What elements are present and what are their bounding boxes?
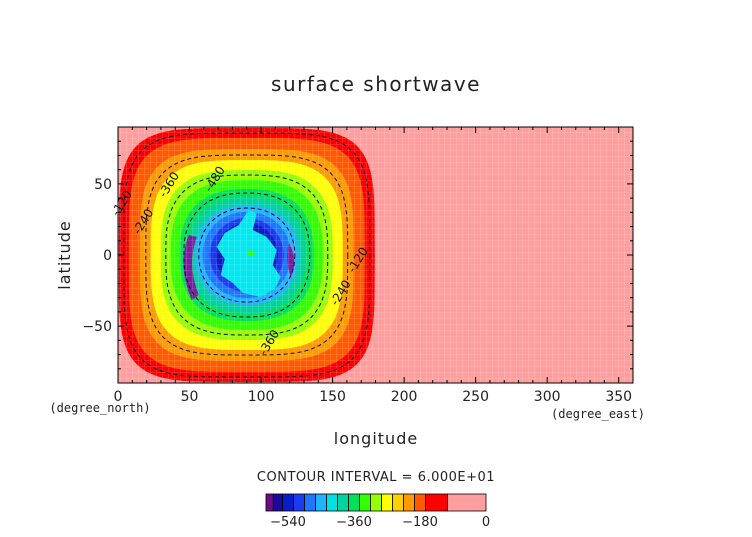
colorbar-swatch (304, 493, 316, 512)
colorbar-swatch (425, 493, 448, 512)
x-tick-label: 150 (319, 389, 346, 405)
contour-line-1 (145, 154, 349, 356)
x-axis-label: longitude (334, 429, 418, 448)
colorbar-swatch (370, 493, 382, 512)
colorbar-labels: −540 −360 −180 0 (270, 515, 490, 530)
x-unit-label: (degree_east) (551, 407, 645, 421)
contour-line-4 (198, 207, 296, 303)
colorbar-swatch (315, 493, 327, 512)
x-tick-label: 0 (114, 389, 123, 405)
y-unit-label: (degree_north) (49, 401, 150, 415)
grid-texture (118, 127, 633, 383)
y-axis-ticks: 50 0 −50 (82, 140, 633, 370)
colorbar-swatch (337, 493, 349, 512)
colorbar-swatch (282, 493, 294, 512)
x-axis-ticks: 0 50 100 150 200 250 300 350 (114, 127, 632, 405)
colorbar-swatch (272, 493, 283, 512)
colorbar-swatch (403, 493, 415, 512)
colorbar-tick-label: −360 (336, 515, 372, 530)
colorbar-swatch (414, 493, 426, 512)
x-tick-label: 350 (605, 389, 632, 405)
colorbar-swatch (392, 493, 404, 512)
x-tick-label: 50 (181, 389, 199, 405)
contour-line-3 (183, 192, 311, 318)
contour-interval-text: CONTOUR INTERVAL = 6.000E+01 (257, 470, 495, 485)
colorbar-swatch (265, 493, 274, 512)
contour-line-2 (165, 174, 329, 336)
colorbar (265, 493, 487, 512)
colorbar-tick-label: −180 (402, 515, 438, 530)
x-tick-label: 200 (391, 389, 418, 405)
y-tick-label: 0 (103, 248, 112, 264)
colorbar-swatch (359, 493, 371, 512)
colorbar-swatch (348, 493, 360, 512)
colorbar-swatch (447, 493, 487, 512)
x-tick-label: 250 (462, 389, 489, 405)
colorbar-swatch (381, 493, 393, 512)
colorbar-tick-label: −540 (270, 515, 306, 530)
x-tick-label: 300 (534, 389, 561, 405)
chart-title: surface shortwave (271, 72, 481, 96)
colorbar-swatch (293, 493, 305, 512)
colorbar-swatch (326, 493, 338, 512)
y-axis-label: latitude (55, 220, 74, 289)
plot-area (118, 127, 633, 383)
y-tick-label: 50 (94, 177, 112, 193)
y-tick-label: −50 (82, 319, 112, 335)
x-tick-label: 100 (248, 389, 275, 405)
colorbar-tick-label: 0 (482, 515, 490, 530)
